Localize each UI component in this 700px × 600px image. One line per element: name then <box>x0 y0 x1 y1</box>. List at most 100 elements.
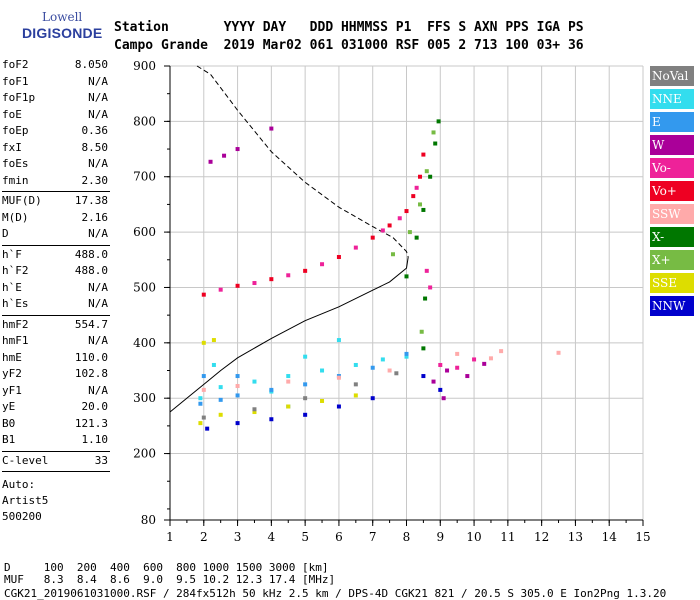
param-row: yF1 N/A <box>2 384 108 398</box>
legend-item: X+ <box>650 250 694 270</box>
echo-point <box>404 354 409 359</box>
legend-item: NNW <box>650 296 694 316</box>
param-row: hmF1 N/A <box>2 334 108 348</box>
echo-point <box>394 371 399 376</box>
param-name: h`Es <box>2 297 29 310</box>
x-tick-label: 15 <box>635 530 650 544</box>
echo-point <box>428 285 433 290</box>
echo-point <box>218 287 223 292</box>
auto-scaling-line: Auto: <box>2 478 36 491</box>
echo-point <box>211 362 216 367</box>
echo-point <box>303 412 308 417</box>
param-name: foEs <box>2 157 29 170</box>
y-tick-label: 900 <box>133 59 156 73</box>
header-values: Campo Grande 2019 Mar02 061 031000 RSF 0… <box>114 38 584 53</box>
param-separator <box>2 314 110 316</box>
param-value: 102.8 <box>74 367 108 380</box>
param-name: foEp <box>2 124 29 137</box>
param-name: hmE <box>2 350 22 364</box>
logo-line2: DIGISONDE <box>22 25 103 41</box>
param-separator <box>2 471 110 472</box>
echo-point <box>303 268 308 273</box>
echo-point <box>397 216 402 221</box>
echo-point <box>499 349 504 354</box>
echo-point <box>424 268 429 273</box>
digisonde-logo: Lowell DIGISONDE <box>8 8 102 48</box>
param-row: B1 1.10 <box>2 433 108 447</box>
param-row: M(D) 2.16 <box>2 211 108 225</box>
echo-point <box>208 159 213 164</box>
y-tick-label: 700 <box>133 170 156 184</box>
param-name: h`F <box>2 247 22 261</box>
x-tick-label: 13 <box>568 530 583 544</box>
echo-point <box>472 357 477 362</box>
param-name: fmin <box>2 173 29 187</box>
param-value: 2.30 <box>81 173 109 187</box>
echo-point <box>482 361 487 366</box>
legend-item: E <box>650 112 694 132</box>
echo-point <box>438 362 443 367</box>
param-row: h`E N/A <box>2 281 108 295</box>
param-separator <box>2 191 110 192</box>
param-row: h`F 488.0 <box>2 248 108 262</box>
echo-point <box>198 401 203 406</box>
param-value: 17.38 <box>74 194 108 207</box>
legend-item: NNE <box>650 89 694 109</box>
echo-point <box>380 357 385 362</box>
param-value: 8.50 <box>81 140 109 154</box>
param-name: C-level <box>2 453 49 467</box>
echo-point <box>198 396 203 401</box>
y-tick-label: 400 <box>133 336 156 350</box>
echo-point <box>488 356 493 361</box>
echo-point <box>336 255 341 260</box>
param-value: 20.0 <box>81 400 109 413</box>
param-value: N/A <box>88 227 108 240</box>
param-row: foF1p N/A <box>2 91 108 105</box>
x-tick-label: 7 <box>369 530 377 544</box>
param-row: foEs N/A <box>2 157 108 171</box>
param-value: 110.0 <box>74 350 108 364</box>
param-name: D <box>2 227 9 240</box>
y-tick-label: 800 <box>133 114 156 128</box>
echo-point <box>423 296 428 301</box>
plasma-scale-profile <box>196 65 409 258</box>
echo-point <box>407 230 412 235</box>
footer-muf: MUF 8.3 8.4 8.6 9.0 9.5 10.2 12.3 17.4 [… <box>4 573 336 586</box>
param-name: foF1p <box>2 91 36 104</box>
x-tick-label: 1 <box>166 530 174 544</box>
param-row: foE N/A <box>2 108 108 122</box>
echo-point <box>353 362 358 367</box>
x-tick-label: 9 <box>436 530 444 544</box>
echo-point <box>353 393 358 398</box>
echo-point <box>404 351 409 356</box>
echo-point <box>201 292 206 297</box>
echo-point <box>370 235 375 240</box>
param-name: foE <box>2 107 22 121</box>
param-row: foEp 0.36 <box>2 124 108 138</box>
param-value: N/A <box>88 280 108 294</box>
echo-point <box>235 384 240 389</box>
param-name: B0 <box>2 416 16 430</box>
electron-density-profile <box>169 256 409 413</box>
echo-point <box>370 396 375 401</box>
y-tick-label: 500 <box>133 280 156 294</box>
echo-point <box>441 396 446 401</box>
echo-point <box>445 368 450 373</box>
echo-point <box>218 397 223 402</box>
auto-scaling-line: Artist5 <box>2 494 49 507</box>
param-row: B0 121.3 <box>2 417 108 431</box>
x-tick-label: 6 <box>335 530 343 544</box>
echo-point <box>387 368 392 373</box>
y-tick-label: 600 <box>133 225 156 239</box>
echo-point <box>201 415 206 420</box>
param-row: MUF(D) 17.38 <box>2 194 108 208</box>
echo-point <box>286 379 291 384</box>
echo-point <box>201 387 206 392</box>
echo-point <box>269 277 274 282</box>
param-value: 2.16 <box>81 210 109 224</box>
param-row: D N/A <box>2 227 108 241</box>
echo-point <box>418 202 423 207</box>
param-value: N/A <box>88 157 108 170</box>
param-value: 488.0 <box>74 264 108 277</box>
legend: NoVal NNE E W Vo- Vo+ SSW X- X+ SSE NNW <box>650 66 694 319</box>
